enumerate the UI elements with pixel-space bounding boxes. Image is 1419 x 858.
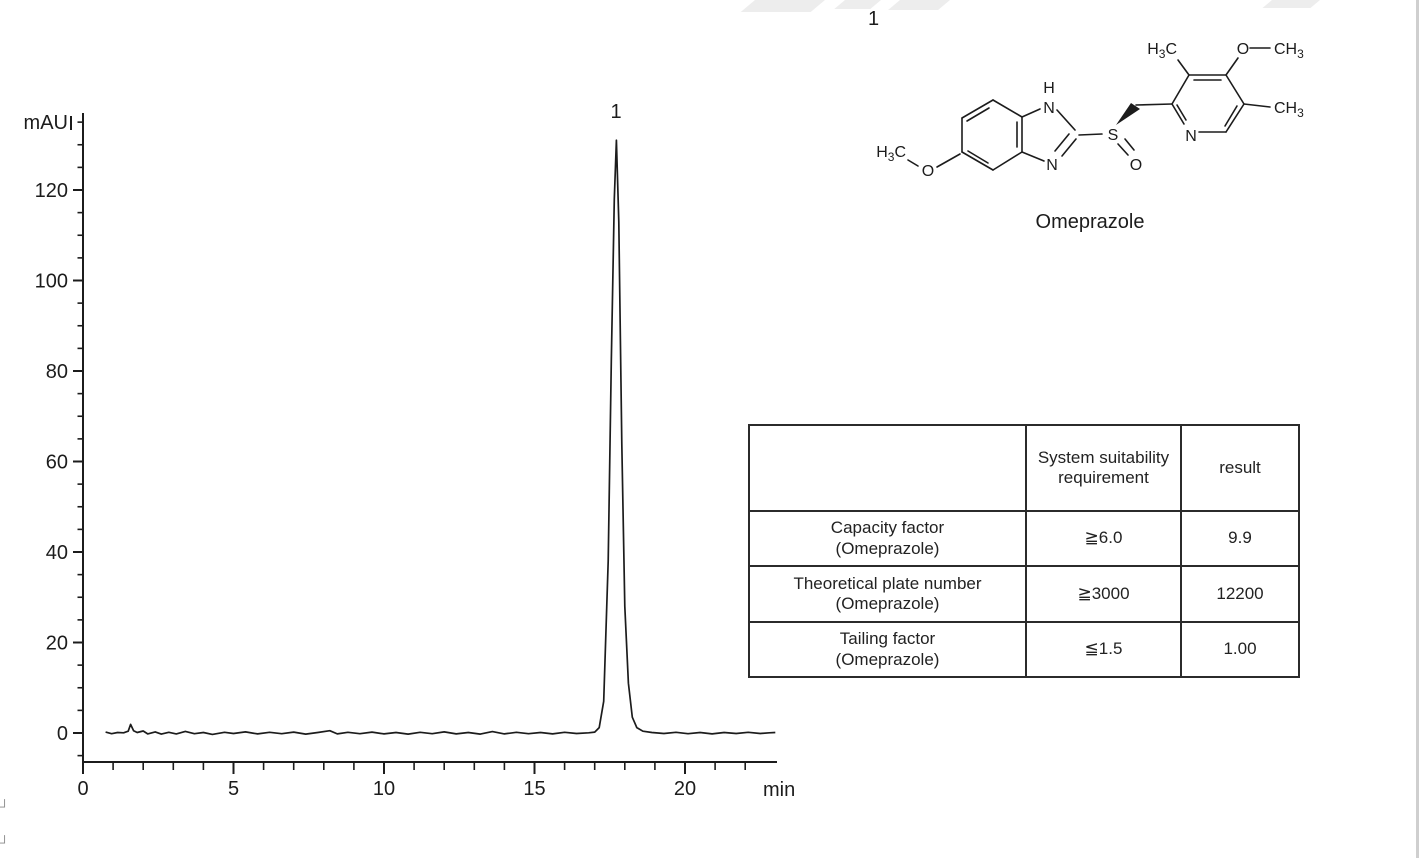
parameter-name: Tailing factor xyxy=(839,629,936,649)
y-axis-unit-label: mAU xyxy=(24,112,68,134)
parameter-name: Capacity factor xyxy=(830,518,945,538)
table-row-result: 12200 xyxy=(1180,565,1298,621)
parameter-analyte: (Omeprazole) xyxy=(835,594,940,613)
molecule-name: Omeprazole xyxy=(1035,211,1145,233)
atom-o-left: O xyxy=(922,163,934,180)
svg-text:20: 20 xyxy=(46,633,68,655)
svg-text:100: 100 xyxy=(35,271,68,293)
page-right-edge xyxy=(1416,0,1419,858)
table-row-parameter: Capacity factor (Omeprazole) xyxy=(750,510,1025,565)
watermark-slash xyxy=(1262,0,1320,8)
table-row-requirement: ≧6.0 xyxy=(1025,510,1180,565)
table-row-requirement: ≦1.5 xyxy=(1025,621,1180,676)
svg-text:120: 120 xyxy=(35,180,68,202)
atom-pyridine-n: N xyxy=(1185,128,1197,145)
scan-artifact-mark: ┘ xyxy=(0,799,10,814)
table-row-result: 9.9 xyxy=(1180,510,1298,565)
atom-sulfoxide-oxygen: O xyxy=(1130,157,1142,174)
svg-text:15: 15 xyxy=(523,778,545,800)
svg-text:5: 5 xyxy=(228,778,239,800)
svg-text:60: 60 xyxy=(46,452,68,474)
chromatogram-trace xyxy=(105,139,776,736)
table-row-result: 1.00 xyxy=(1180,621,1298,676)
peak-1-label: 1 xyxy=(610,101,621,123)
axes xyxy=(70,113,777,763)
axis-ticks xyxy=(73,121,747,774)
table-row-parameter: Tailing factor (Omeprazole) xyxy=(750,621,1025,676)
table-row-requirement: ≧3000 xyxy=(1025,565,1180,621)
atom-sulfur: S xyxy=(1108,127,1119,144)
svg-text:40: 40 xyxy=(46,542,68,564)
svg-text:10: 10 xyxy=(373,778,395,800)
atom-h3c-left: H3C xyxy=(876,144,906,164)
parameter-name: Theoretical plate number xyxy=(793,573,982,593)
svg-text:80: 80 xyxy=(46,361,68,383)
atom-ch3-top: CH3 xyxy=(1274,41,1304,61)
molecule-atom-labels: H3C O H N N S O N H3C O CH3 CH3 xyxy=(876,41,1304,180)
atom-nh-hydrogen: H xyxy=(1043,80,1055,97)
x-axis-unit-label: min xyxy=(763,779,795,801)
table-header-result: result xyxy=(1180,426,1298,510)
figure-number: 1 xyxy=(868,8,880,30)
svg-text:20: 20 xyxy=(674,778,696,800)
svg-text:0: 0 xyxy=(57,723,68,745)
atom-ch3-right: CH3 xyxy=(1274,100,1304,120)
molecule-bonds xyxy=(907,47,1271,171)
table-header-parameter xyxy=(750,426,1025,510)
table-header-requirement: System suitability requirement xyxy=(1025,426,1180,510)
atom-h3c-pyridine: H3C xyxy=(1147,41,1177,61)
chromatogram-plot: 0 20 40 60 80 100 120 0 5 10 15 20 mAU min 1 xyxy=(24,101,796,801)
axis-tick-labels: 0 20 40 60 80 100 120 0 5 10 15 20 xyxy=(35,180,697,800)
watermark-slash xyxy=(888,0,950,10)
scan-artifact-mark: ┘ xyxy=(0,835,10,850)
parameter-analyte: (Omeprazole) xyxy=(835,538,940,558)
table-row-parameter: Theoretical plate number (Omeprazole) xyxy=(750,565,1025,621)
atom-n3: N xyxy=(1046,157,1058,174)
atom-n1: N xyxy=(1043,100,1055,117)
parameter-analyte: (Omeprazole) xyxy=(835,649,940,669)
svg-text:0: 0 xyxy=(77,778,88,800)
omeprazole-structure: H3C O H N N S O N H3C O CH3 CH3 xyxy=(876,41,1304,180)
atom-methoxy-o-top: O xyxy=(1237,41,1249,58)
system-suitability-table: System suitability requirement result Ca… xyxy=(748,424,1300,678)
